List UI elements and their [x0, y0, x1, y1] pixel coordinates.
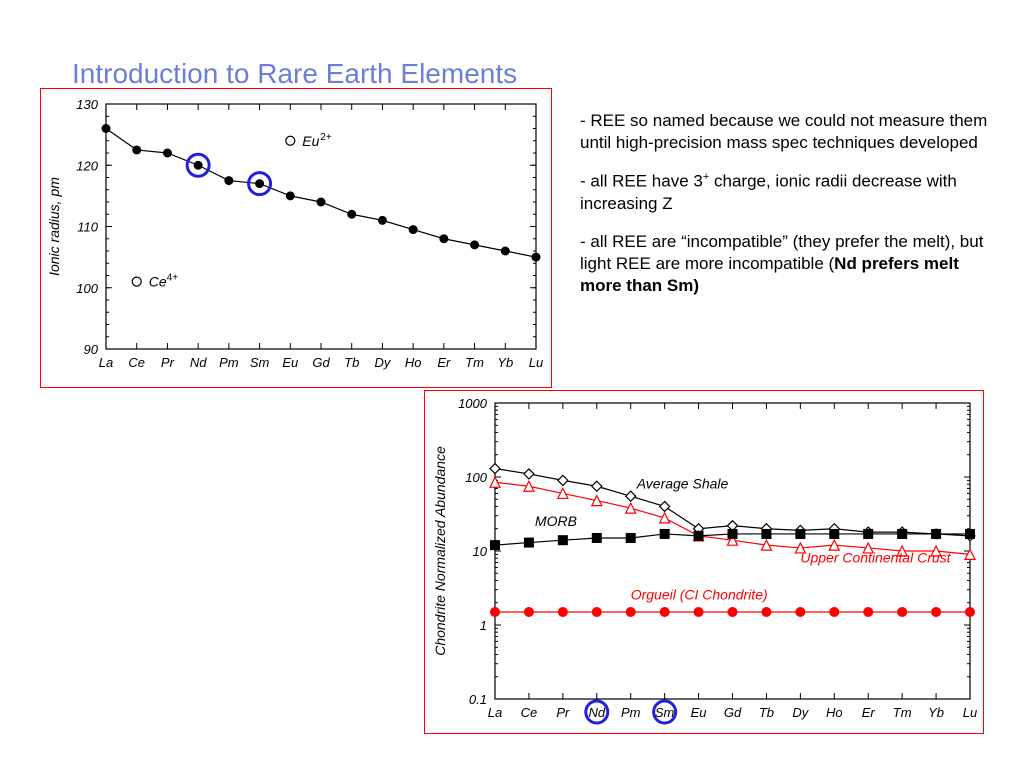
svg-text:Tb: Tb [759, 705, 774, 720]
bullet-1: - REE so named because we could not meas… [580, 110, 1000, 154]
svg-text:Ho: Ho [405, 355, 422, 370]
svg-text:2+: 2+ [320, 132, 332, 143]
svg-text:Ho: Ho [826, 705, 843, 720]
svg-text:Chondrite Normalized Abundance: Chondrite Normalized Abundance [432, 446, 448, 656]
svg-text:La: La [488, 705, 502, 720]
svg-text:Nd: Nd [190, 355, 207, 370]
ionic-radius-chart: 90 100 110 120 130 La Ce Pr Nd Pm Sm Eu Gd Tb Dy Ho Er Tm… [40, 88, 552, 388]
svg-text:Dy: Dy [792, 705, 809, 720]
svg-text:Ce: Ce [521, 705, 538, 720]
svg-text:10: 10 [473, 544, 488, 559]
svg-text:Ionic radius, pm: Ionic radius, pm [46, 177, 62, 276]
svg-text:Lu: Lu [963, 705, 977, 720]
svg-text:Pm: Pm [219, 355, 239, 370]
svg-text:100: 100 [465, 470, 487, 485]
bullet-list: - REE so named because we could not meas… [580, 110, 1000, 313]
svg-text:Ce: Ce [128, 355, 145, 370]
svg-text:La: La [99, 355, 113, 370]
svg-text:110: 110 [77, 220, 98, 235]
svg-text:Gd: Gd [724, 705, 742, 720]
svg-text:1000: 1000 [458, 396, 488, 411]
svg-text:Eu: Eu [282, 355, 298, 370]
svg-text:Tm: Tm [893, 705, 912, 720]
svg-text:Tm: Tm [465, 355, 484, 370]
svg-text:0.1: 0.1 [469, 692, 487, 707]
svg-text:Lu: Lu [529, 355, 543, 370]
svg-text:Er: Er [437, 355, 451, 370]
svg-text:Sm: Sm [250, 355, 270, 370]
svg-text:Upper Continental Crust: Upper Continental Crust [800, 549, 951, 565]
svg-text:4+: 4+ [167, 273, 179, 284]
svg-text:Pr: Pr [556, 705, 570, 720]
abundance-chart: 0.1 1 10 100 1000 La Ce Pr Nd Pm Sm Eu Gd Tb Dy Ho Er Tm Y… [424, 390, 984, 734]
svg-text:Er: Er [862, 705, 876, 720]
svg-text:MORB: MORB [535, 513, 577, 529]
bullet-3: - all REE are “incompatible” (they prefe… [580, 231, 1000, 297]
svg-text:Average Shale: Average Shale [636, 475, 729, 491]
svg-text:130: 130 [76, 97, 98, 112]
page-title: Introduction to Rare Earth Elements [72, 58, 517, 90]
svg-text:1: 1 [480, 618, 487, 633]
svg-text:90: 90 [84, 342, 99, 357]
svg-text:Nd: Nd [588, 705, 605, 720]
svg-text:Yb: Yb [497, 355, 513, 370]
svg-text:Orgueil (CI Chondrite): Orgueil (CI Chondrite) [631, 587, 768, 603]
svg-text:Eu: Eu [302, 133, 319, 149]
svg-text:Gd: Gd [312, 355, 330, 370]
svg-text:Pm: Pm [621, 705, 641, 720]
svg-text:Ce: Ce [149, 274, 167, 290]
bullet-2: - all REE have 3+ charge, ionic radii de… [580, 170, 1000, 215]
svg-text:Eu: Eu [691, 705, 707, 720]
svg-text:Sm: Sm [655, 705, 675, 720]
svg-text:Pr: Pr [161, 355, 175, 370]
svg-text:Yb: Yb [928, 705, 944, 720]
svg-text:Tb: Tb [344, 355, 359, 370]
svg-text:100: 100 [76, 281, 98, 296]
svg-text:120: 120 [76, 158, 98, 173]
svg-text:Dy: Dy [374, 355, 391, 370]
